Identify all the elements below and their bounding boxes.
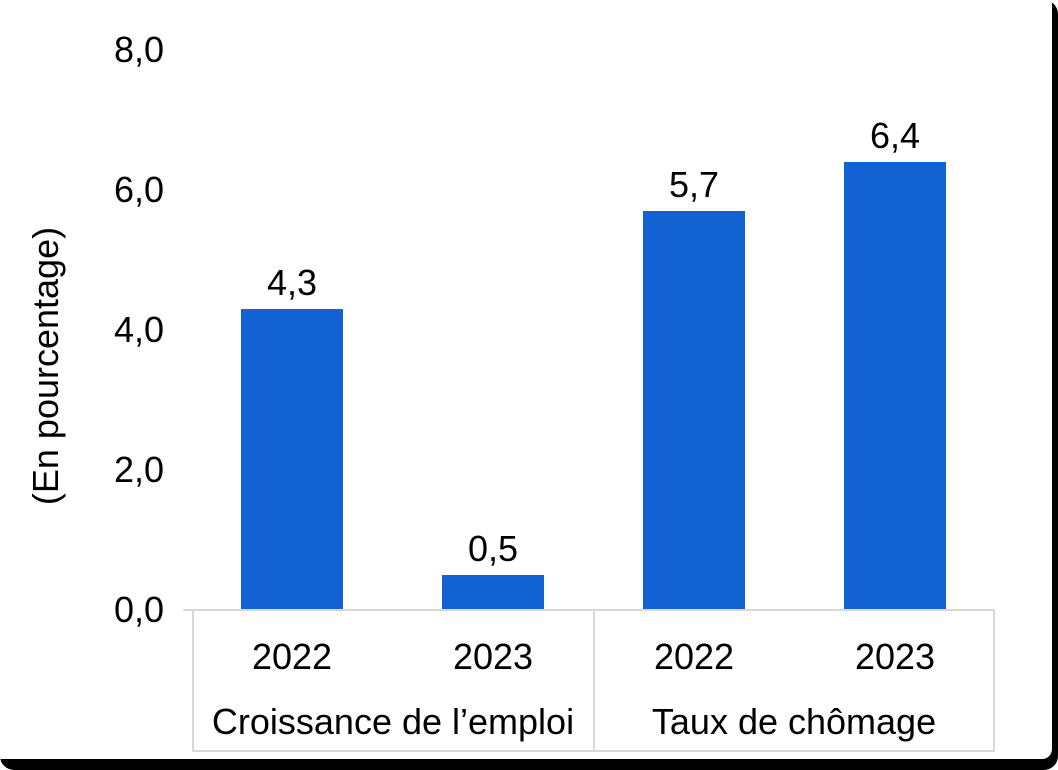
- y-tick-label: 0,0: [113, 589, 164, 630]
- bar: [643, 211, 745, 610]
- category-label: 2022: [251, 636, 333, 677]
- y-tick-label: 4,0: [113, 309, 164, 350]
- y-tick-label: 8,0: [113, 29, 164, 70]
- group-label: Taux de chômage: [651, 701, 937, 742]
- bar-value-label: 4,3: [266, 262, 318, 303]
- group-label: Croissance de l’emploi: [211, 701, 575, 742]
- category-label: 2023: [854, 636, 936, 677]
- bar-value-label: 5,7: [668, 164, 720, 205]
- category-box: [192, 611, 995, 752]
- y-tick-label: 2,0: [113, 449, 164, 490]
- x-axis-line: [183, 609, 995, 611]
- bar-value-label: 6,4: [869, 115, 921, 156]
- bar: [442, 575, 544, 610]
- category-label: 2023: [452, 636, 534, 677]
- category-label: 2022: [653, 636, 735, 677]
- bar-value-label: 0,5: [467, 528, 519, 569]
- y-tick-label: 6,0: [113, 169, 164, 210]
- bar: [844, 162, 946, 610]
- category-divider: [593, 609, 595, 752]
- bar: [241, 309, 343, 610]
